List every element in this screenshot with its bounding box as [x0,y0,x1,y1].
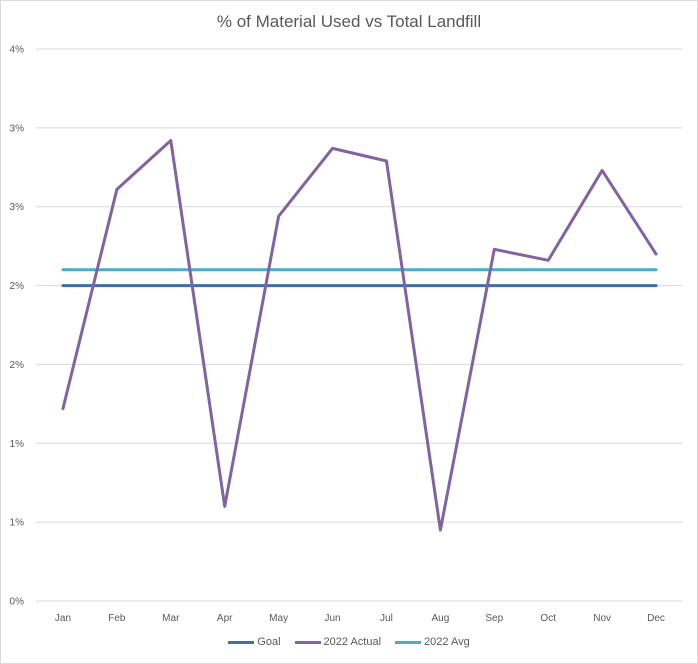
x-axis-tick-labels: Jan Feb Mar Apr May Jun Jul Aug Sep Oct Nov Dec [55,613,665,624]
x-tick-label: Jan [55,613,71,624]
legend-label: Goal [257,636,281,648]
x-tick-label: Jul [380,613,393,624]
legend-label: 2022 Avg [424,636,470,648]
y-tick-label: 4% [10,45,25,56]
chart-title: % of Material Used vs Total Landfill [216,12,482,31]
y-tick-label: 1% [10,439,25,450]
x-tick-label: Sep [485,613,503,624]
series-line-2022-actual [61,138,658,532]
y-tick-label: 3% [10,202,25,213]
legend-label: 2022 Actual [323,636,382,648]
x-tick-label: Feb [108,613,126,624]
legend-swatch [228,640,255,644]
x-tick-label: Aug [431,613,449,624]
legend-swatch [294,640,321,644]
legend-swatch [395,640,422,644]
y-axis-tick-labels: 0% 1% 1% 2% 2% 3% 3% 4% [10,45,25,608]
x-tick-label: Mar [162,613,180,624]
x-tick-label: Jun [324,613,340,624]
y-tick-label: 2% [10,281,25,292]
y-tick-label: 2% [10,360,25,371]
legend-item: Goal [228,636,281,648]
legend-item: 2022 Avg [395,636,470,648]
x-tick-label: Dec [647,613,665,624]
y-tick-label: 3% [10,123,25,134]
y-tick-label: 1% [10,518,25,529]
x-tick-label: Apr [217,613,233,624]
legend-item: 2022 Actual [294,636,382,648]
y-tick-label: 0% [10,597,25,608]
series-lines [61,138,658,532]
legend: Goal 2022 Actual 2022 Avg [0,636,698,648]
x-tick-label: Oct [540,613,556,624]
gridlines [36,48,683,602]
x-tick-label: Nov [593,613,611,624]
x-tick-label: May [269,613,288,624]
